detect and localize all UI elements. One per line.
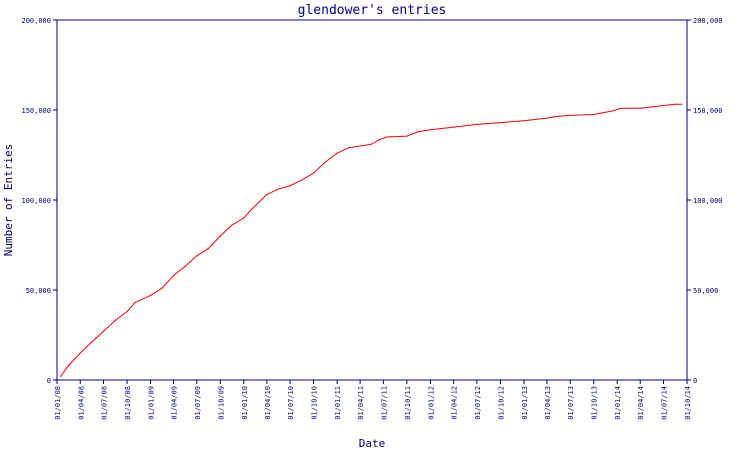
data-point [499,122,501,124]
x-tick-label: 01/01/13 [521,386,529,420]
data-point [476,123,478,125]
plot-frame [56,19,688,381]
data-point [79,352,81,354]
x-tick-label: 01/04/09 [171,386,179,420]
data-point [620,107,622,109]
data-point [172,275,175,277]
data-point [593,113,595,116]
x-tick-label: 01/04/12 [451,386,459,420]
data-point [639,107,641,109]
x-tick-label: 01/07/13 [567,386,575,420]
x-axis-title: Date [359,437,386,450]
data-point [612,110,614,112]
data-point [231,224,233,226]
data-point [289,185,291,187]
chart-title: glendower's entries [298,3,447,18]
y-tick-label-left: 50,000 [26,287,51,295]
x-tick-label: 01/07/11 [380,386,388,420]
data-point [219,235,221,237]
data-point [243,217,245,219]
x-tick-label: 01/10/11 [404,386,412,420]
data-point [453,126,455,128]
x-tick-label: 01/01/14 [614,386,622,420]
data-point [406,135,408,137]
y-tick-label-right: 150,000 [693,107,723,115]
y-tick-label-right: 0 [693,377,697,385]
x-tick-label: 01/04/10 [264,386,272,420]
y-tick-label-left: 150,000 [21,107,51,115]
x-tick-label: 01/01/08 [54,386,62,420]
x-tick-label: 01/10/12 [497,386,505,420]
data-point [417,131,419,133]
y-tick-label-right: 200,000 [693,17,723,25]
data-point [134,302,136,304]
y-tick-label-right: 100,000 [693,197,723,205]
data-point [662,104,665,107]
data-point [557,115,559,117]
x-tick-label: 01/07/14 [660,386,668,420]
data-point [336,152,338,154]
x-tick-label: 01/10/08 [124,386,132,420]
data-point [348,147,350,149]
data-point [102,330,105,332]
x-tick-label: 01/01/12 [427,386,435,420]
data-point [674,103,676,105]
data-point [681,103,683,105]
x-tick-label: 01/10/09 [217,386,225,420]
data-point [378,139,380,141]
data-point [114,320,116,322]
data-point [546,117,548,119]
series-line [60,103,682,377]
data-point [60,375,62,377]
y-tick-label-right: 50,000 [693,287,718,295]
x-tick-label: 01/10/10 [311,386,319,420]
x-tick-label: 01/01/09 [148,386,156,420]
data-point [359,145,361,147]
data-point [523,120,525,122]
x-tick-label: 01/10/14 [684,386,692,420]
data-point [386,136,388,138]
data-point [370,143,372,145]
y-tick-label-left: 100,000 [21,197,51,205]
x-tick-label: 01/04/11 [357,386,365,420]
data-point [207,248,209,250]
x-tick-label: 01/10/13 [591,386,599,420]
data-point [161,287,163,289]
data-point [90,341,93,343]
data-point [196,255,198,257]
x-tick-label: 01/07/10 [287,386,295,420]
data-point [149,294,152,296]
y-tick-label-left: 0 [47,377,51,385]
data-point [301,179,303,181]
x-tick-label: 01/01/11 [334,386,342,420]
x-tick-label: 01/04/13 [544,386,552,420]
data-point [324,161,326,163]
data-point [277,188,279,190]
x-tick-label: 01/07/08 [101,386,109,420]
data-point [184,266,186,268]
data-point [67,365,70,367]
data-point [313,172,315,174]
x-tick-label: 01/04/14 [637,386,645,420]
data-point [429,129,431,131]
data-point [266,194,268,196]
y-tick-label-left: 200,000 [21,17,51,25]
data-point [251,208,253,210]
x-tick-label: 01/07/12 [474,386,482,420]
x-tick-label: 01/07/09 [194,386,202,420]
data-point [569,114,571,116]
x-tick-label: 01/01/10 [241,386,249,420]
y-axis-title: Number of Entries [2,144,15,257]
x-tick-label: 01/04/08 [77,386,85,420]
data-point [126,311,128,313]
